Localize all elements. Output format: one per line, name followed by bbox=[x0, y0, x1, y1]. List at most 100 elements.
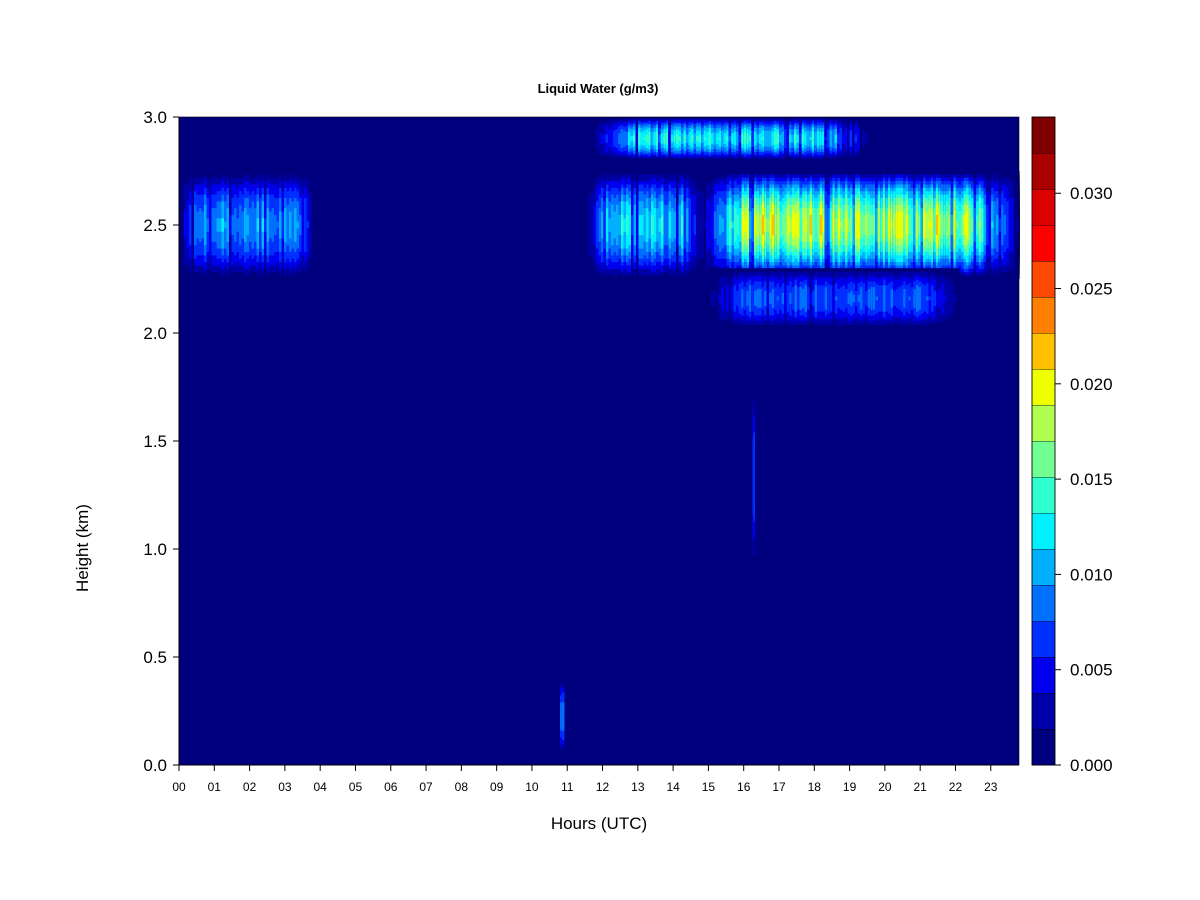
heatmap-cell bbox=[256, 221, 260, 229]
heatmap-cell bbox=[784, 296, 788, 301]
heatmap-cell bbox=[234, 221, 238, 229]
heatmap-cell bbox=[239, 221, 243, 229]
heatmap-cell bbox=[683, 221, 687, 229]
heatmap-cell bbox=[918, 221, 922, 229]
heatmap-cell bbox=[221, 221, 225, 229]
heatmap-cell bbox=[761, 221, 765, 229]
plot-area bbox=[178, 116, 1020, 766]
heatmap-cell bbox=[895, 221, 899, 229]
heatmap-cell bbox=[746, 221, 750, 229]
heatmap-cell bbox=[840, 296, 844, 301]
heatmap-cell bbox=[224, 221, 228, 229]
heatmap-cell bbox=[829, 296, 834, 301]
heatmap-cell bbox=[716, 221, 720, 229]
heatmap-cell bbox=[789, 221, 793, 229]
heatmap-cell bbox=[708, 221, 713, 229]
heatmap-cell bbox=[905, 221, 909, 229]
heatmap-cell bbox=[281, 221, 285, 229]
heatmap-cell bbox=[789, 296, 793, 301]
heatmap-cell bbox=[923, 221, 927, 229]
heatmap-cell bbox=[209, 221, 213, 229]
heatmap-cell bbox=[928, 221, 932, 229]
heatmap-cell bbox=[867, 221, 871, 229]
heatmap-cell bbox=[199, 221, 203, 229]
heatmap-cell bbox=[814, 296, 818, 301]
heatmap-cell bbox=[834, 221, 839, 229]
heatmap-cell bbox=[900, 296, 904, 301]
heatmap-cell bbox=[910, 296, 915, 301]
heatmap-cell bbox=[913, 221, 917, 229]
heatmap-cell bbox=[711, 221, 715, 229]
heatmap-cell bbox=[249, 221, 253, 229]
heatmap-cell bbox=[734, 221, 738, 229]
heatmap-cell bbox=[710, 296, 715, 301]
heatmap-cell bbox=[613, 221, 617, 229]
heatmap-cell bbox=[787, 221, 791, 229]
heatmap-cell bbox=[733, 296, 737, 301]
heatmap-cell bbox=[903, 221, 907, 229]
heatmap-cell bbox=[306, 221, 310, 229]
heatmap-cell bbox=[191, 221, 195, 229]
heatmap-cell bbox=[269, 221, 273, 229]
heatmap-cell bbox=[681, 221, 685, 229]
heatmap-cell bbox=[769, 221, 773, 229]
heatmap-cell bbox=[196, 221, 200, 229]
heatmap-cell bbox=[311, 221, 315, 229]
heatmap-cell bbox=[938, 221, 942, 229]
heatmap-cell bbox=[611, 221, 615, 229]
heatmap-cell bbox=[978, 221, 982, 229]
heatmap-cell bbox=[940, 221, 944, 229]
heatmap-cell bbox=[865, 221, 869, 229]
heatmap-cell bbox=[887, 221, 892, 229]
heatmap-cell bbox=[621, 221, 625, 229]
heatmap-cell bbox=[842, 221, 846, 229]
heatmap-cell bbox=[241, 221, 245, 229]
heatmap-cell bbox=[993, 221, 997, 229]
heatmap-cell bbox=[832, 296, 836, 301]
heatmap-cell bbox=[593, 221, 597, 229]
heatmap-cell bbox=[908, 221, 912, 229]
heatmap-cell bbox=[915, 221, 919, 229]
heatmap-cell bbox=[890, 296, 894, 301]
heatmap-cell bbox=[890, 221, 894, 229]
heatmap-cell bbox=[877, 221, 881, 229]
heatmap-cell bbox=[910, 221, 914, 229]
heatmap-cell bbox=[219, 221, 223, 229]
heatmap-cell bbox=[892, 221, 897, 229]
heatmap-cell bbox=[633, 221, 637, 229]
cloud-layer bbox=[701, 171, 1020, 279]
heatmap-cell bbox=[983, 221, 987, 229]
heatmap-cell bbox=[855, 221, 859, 229]
heatmap-cell bbox=[915, 296, 920, 301]
heatmap-cell bbox=[870, 221, 874, 229]
heatmap-cell bbox=[729, 221, 733, 229]
heatmap-cell bbox=[721, 296, 725, 301]
heatmap-cell bbox=[827, 221, 831, 229]
heatmap-cell bbox=[847, 221, 851, 229]
heatmap-cell bbox=[741, 296, 745, 301]
heatmap-cell bbox=[792, 221, 796, 229]
heatmap-cell bbox=[291, 221, 295, 229]
heatmap-cell bbox=[656, 221, 660, 229]
heatmap-cell bbox=[807, 221, 811, 229]
heatmap-cell bbox=[880, 296, 884, 301]
heatmap-cell bbox=[769, 296, 773, 301]
heatmap-cell bbox=[804, 221, 808, 229]
cloud-layer bbox=[179, 171, 318, 279]
heatmap-cell bbox=[791, 296, 796, 301]
heatmap-cell bbox=[986, 221, 990, 229]
heatmap-cell bbox=[870, 296, 874, 301]
heatmap-cell bbox=[903, 296, 907, 301]
chart-title: Liquid Water (g/m3) bbox=[538, 81, 659, 96]
heatmap-cell bbox=[686, 221, 690, 229]
heatmap-cell bbox=[898, 296, 902, 301]
heatmap-cell bbox=[794, 221, 798, 229]
heatmap-cell bbox=[794, 296, 798, 301]
heatmap-cell bbox=[663, 221, 667, 229]
heatmap-cell bbox=[600, 221, 605, 229]
heatmap-cell bbox=[973, 221, 977, 229]
heatmap-cell bbox=[779, 296, 783, 301]
heatmap-cell bbox=[631, 221, 635, 229]
heatmap-cell bbox=[756, 221, 760, 229]
